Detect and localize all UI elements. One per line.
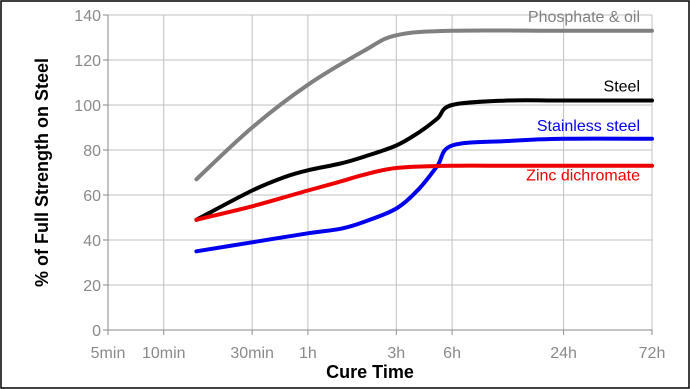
series-label-steel: Steel (604, 79, 640, 96)
x-tick-label: 6h (443, 345, 461, 362)
series-line-stainless-steel (194, 136, 654, 254)
x-tick-label: 30min (230, 345, 274, 362)
y-tick-label: 40 (83, 233, 101, 250)
x-tick-label: 5min (91, 345, 126, 362)
series-label-phosphate-and-oil: Phosphate & oil (528, 9, 640, 26)
y-tick-label: 140 (74, 8, 101, 25)
x-axis-title: Cure Time (326, 362, 414, 382)
y-tick-label: 60 (83, 188, 101, 205)
x-tick-label: 72h (639, 345, 666, 362)
y-tick-label: 80 (83, 143, 101, 160)
grid-lines (108, 14, 653, 330)
x-tick-label: 10min (142, 345, 186, 362)
x-tick-label: 24h (550, 345, 577, 362)
y-tick-label: 0 (92, 323, 101, 340)
series-line-steel (194, 98, 654, 222)
y-axis-title: % of Full Strength on Steel (32, 58, 52, 287)
series-label-stainless-steel: Stainless steel (537, 118, 640, 135)
series-label-zinc-dichromate: Zinc dichromate (526, 167, 640, 184)
y-tick-label: 100 (74, 98, 101, 115)
axes: 0 20 40 60 80 100 120 140 5min 10min 30min 1h 3h 6h 24… (74, 8, 665, 362)
series-labels: Phosphate & oil Steel Stainless steel Zinc … (526, 9, 640, 185)
series-line-phosphate-and-oil (194, 28, 654, 182)
y-tick-label: 20 (83, 278, 101, 295)
x-tick-label: 1h (299, 345, 317, 362)
series-lines (194, 28, 654, 254)
y-tick-label: 120 (74, 53, 101, 70)
series-line-zinc-dichromate (194, 163, 654, 222)
x-tick-label: 3h (387, 345, 405, 362)
